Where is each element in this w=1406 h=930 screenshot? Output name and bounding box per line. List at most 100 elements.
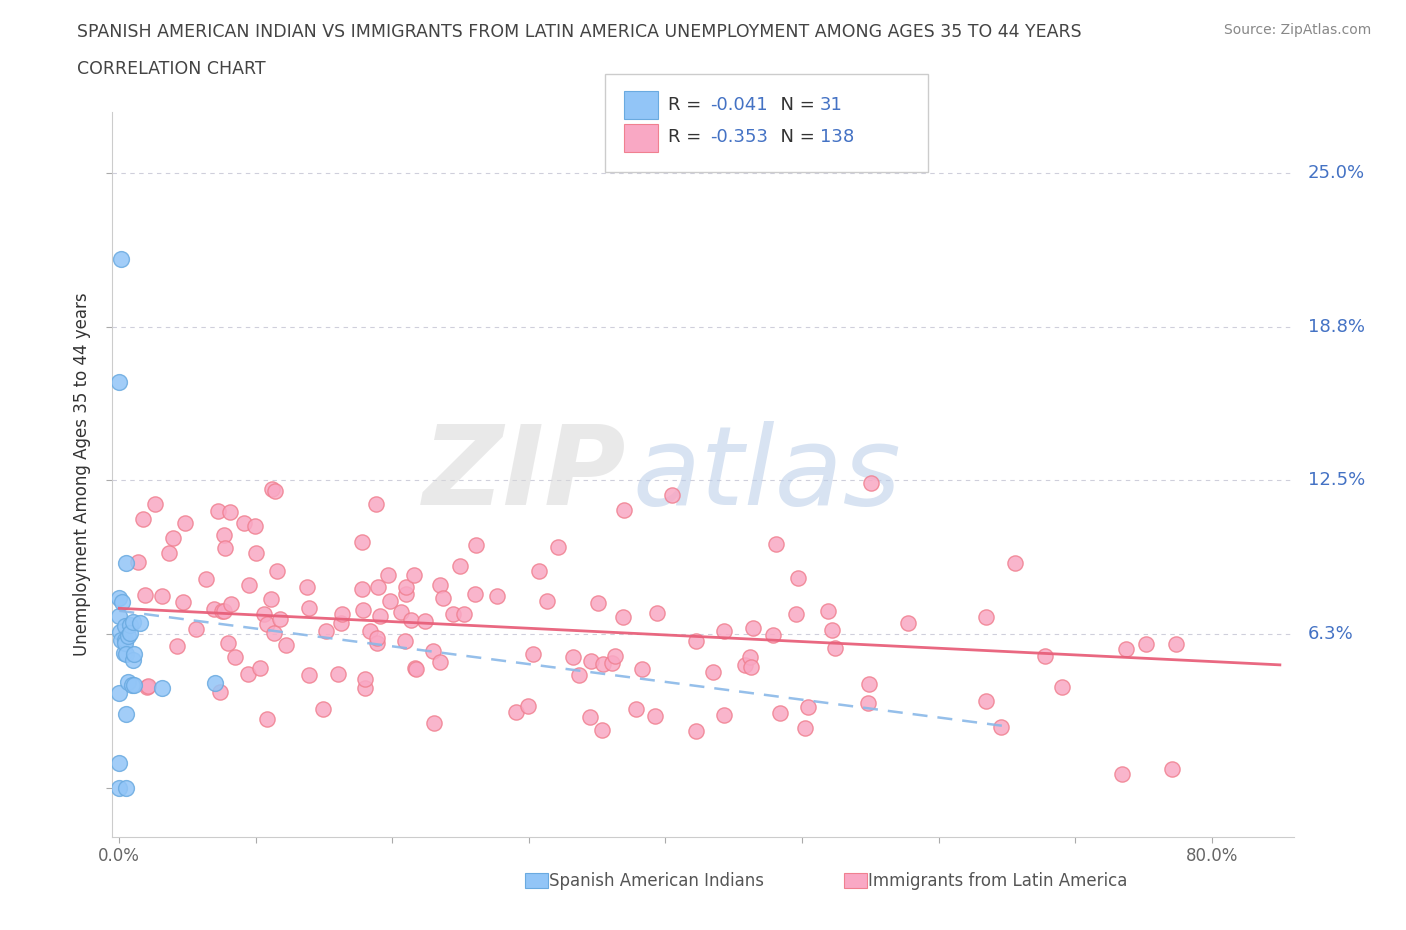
- Point: [114, 632, 136, 647]
- Point: [238, 578, 260, 593]
- Point: [432, 591, 454, 606]
- Point: [256, 617, 278, 631]
- Point: [259, 591, 281, 606]
- Point: [740, 659, 762, 674]
- Point: [136, 680, 159, 695]
- Point: [441, 606, 464, 621]
- Point: [269, 612, 291, 627]
- Point: [685, 634, 707, 649]
- Point: [404, 660, 426, 675]
- Point: [315, 624, 337, 639]
- Point: [581, 653, 603, 668]
- Point: [422, 716, 444, 731]
- Point: [212, 528, 235, 543]
- Point: [612, 609, 634, 624]
- Point: [769, 706, 792, 721]
- Point: [108, 591, 131, 605]
- Point: [110, 632, 132, 647]
- Point: [429, 578, 451, 592]
- Point: [586, 595, 609, 610]
- Point: [626, 702, 648, 717]
- Point: [245, 545, 267, 560]
- Text: N =: N =: [769, 96, 821, 113]
- Point: [415, 614, 437, 629]
- Point: [127, 554, 149, 569]
- Point: [685, 724, 707, 738]
- Point: [152, 680, 174, 695]
- Point: [562, 649, 585, 664]
- Point: [172, 594, 194, 609]
- Point: [131, 512, 153, 526]
- Point: [233, 515, 256, 530]
- Point: [742, 620, 765, 635]
- Point: [328, 666, 350, 681]
- Point: [134, 588, 156, 603]
- Point: [740, 650, 762, 665]
- Point: [786, 571, 808, 586]
- Point: [976, 694, 998, 709]
- Point: [218, 505, 240, 520]
- Point: [217, 635, 239, 650]
- Point: [856, 696, 879, 711]
- Point: [364, 497, 387, 512]
- Point: [644, 709, 666, 724]
- Point: [108, 624, 131, 639]
- Text: -0.041: -0.041: [710, 96, 768, 113]
- Point: [195, 572, 218, 587]
- Point: [505, 705, 527, 720]
- Text: 12.5%: 12.5%: [1308, 472, 1365, 489]
- Text: Immigrants from Latin America: Immigrants from Latin America: [869, 871, 1128, 889]
- Text: CORRELATION CHART: CORRELATION CHART: [77, 60, 266, 78]
- Point: [536, 593, 558, 608]
- Point: [389, 604, 412, 619]
- Point: [974, 610, 997, 625]
- Point: [122, 615, 145, 630]
- Point: [224, 650, 246, 665]
- Point: [143, 497, 166, 512]
- Point: [295, 579, 318, 594]
- Point: [395, 587, 418, 602]
- Text: 138: 138: [820, 128, 853, 146]
- Point: [405, 661, 427, 676]
- Point: [138, 678, 160, 693]
- Point: [465, 538, 488, 552]
- Point: [207, 504, 229, 519]
- Point: [115, 780, 138, 795]
- Point: [429, 655, 451, 670]
- Point: [312, 701, 335, 716]
- Point: [645, 605, 668, 620]
- Point: [260, 482, 283, 497]
- Point: [174, 515, 197, 530]
- Point: [108, 780, 131, 795]
- Text: Spanish American Indians: Spanish American Indians: [550, 871, 765, 889]
- Point: [464, 587, 486, 602]
- Point: [897, 616, 920, 631]
- Point: [249, 661, 271, 676]
- Text: 6.3%: 6.3%: [1308, 625, 1354, 644]
- Point: [114, 635, 136, 650]
- Point: [353, 681, 375, 696]
- Point: [214, 541, 236, 556]
- Point: [702, 665, 724, 680]
- Point: [522, 647, 544, 662]
- Point: [1115, 642, 1137, 657]
- Point: [350, 535, 373, 550]
- Point: [366, 631, 388, 645]
- Text: atlas: atlas: [633, 420, 901, 528]
- Point: [817, 604, 839, 618]
- Point: [236, 667, 259, 682]
- Point: [263, 625, 285, 640]
- Point: [600, 656, 623, 671]
- Point: [108, 608, 131, 623]
- Text: R =: R =: [668, 96, 707, 113]
- Point: [422, 644, 444, 658]
- Point: [603, 648, 626, 663]
- Point: [298, 667, 321, 682]
- Point: [352, 581, 374, 596]
- Point: [762, 627, 785, 642]
- Point: [114, 556, 136, 571]
- Point: [110, 252, 132, 267]
- Point: [112, 646, 135, 661]
- Point: [794, 720, 817, 735]
- Point: [453, 606, 475, 621]
